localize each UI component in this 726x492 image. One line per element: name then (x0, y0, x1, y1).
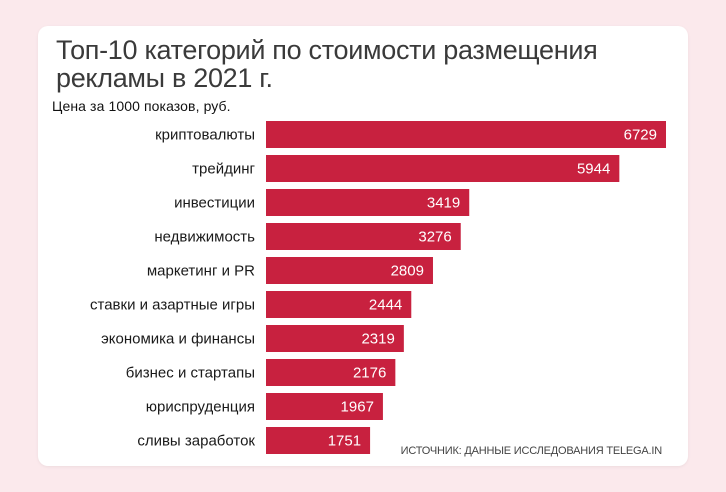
value-label: 2444 (369, 297, 402, 314)
bar-4 (266, 223, 461, 250)
category-label: ставки и азартные игры (90, 297, 255, 314)
category-label: инвестиции (174, 195, 255, 212)
category-label: бизнес и стартапы (126, 365, 255, 382)
category-label: маркетинг и PR (147, 263, 255, 280)
value-label: 1751 (328, 433, 361, 450)
chart-source: ИСТОЧНИК: ДАННЫЕ ИССЛЕДОВАНИЯ TELEGA.IN (400, 445, 663, 457)
value-label: 1967 (341, 399, 374, 416)
chart-title: Топ-10 категорий по стоимости размещения… (56, 35, 598, 93)
bar-8 (266, 359, 396, 386)
value-label: 3419 (427, 195, 460, 212)
category-label: трейдинг (192, 161, 255, 178)
value-label: 3276 (418, 229, 451, 246)
value-label: 2176 (353, 365, 386, 382)
bar-1 (266, 121, 666, 148)
bar-6 (266, 291, 412, 318)
value-label: 2809 (391, 263, 424, 280)
bar-7 (266, 325, 404, 352)
bar-3 (266, 189, 470, 216)
value-label: 2319 (361, 331, 394, 348)
category-label: недвижимость (154, 229, 255, 246)
value-label: 6729 (624, 127, 657, 144)
chart-card: Топ-10 категорий по стоимости размещения… (38, 26, 688, 466)
bar-9 (266, 393, 383, 420)
category-label: криптовалюты (155, 127, 255, 144)
category-label: юриспруденция (146, 399, 255, 416)
bar-5 (266, 257, 433, 284)
value-label: 5944 (577, 161, 610, 178)
bar-2 (266, 155, 620, 182)
category-label: сливы заработок (137, 433, 255, 450)
category-label: экономика и финансы (101, 331, 255, 348)
chart-axis-label: Цена за 1000 показов, руб. (52, 98, 231, 114)
bar-10 (266, 427, 371, 454)
